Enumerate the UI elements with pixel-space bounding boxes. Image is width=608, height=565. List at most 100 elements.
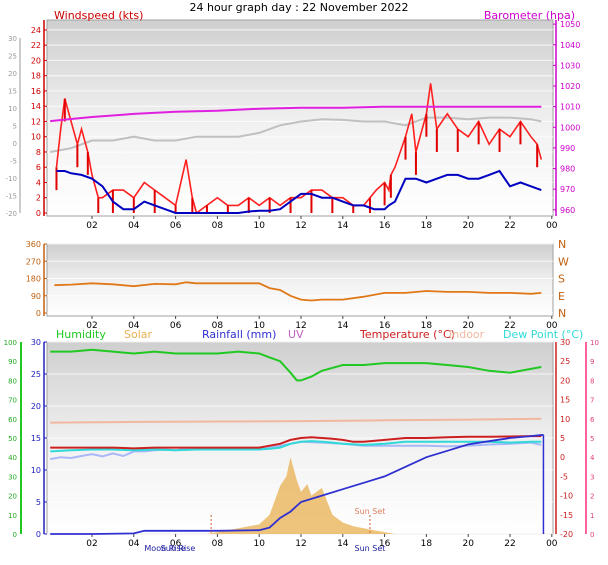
direction-x-tick-label: 20 <box>462 321 474 331</box>
compass-label: E <box>558 290 565 303</box>
temperature-tick-label: 20 <box>560 376 570 385</box>
direction-tick-label: 360 <box>26 240 41 249</box>
barometer-tick-label: 1030 <box>560 61 580 70</box>
rainfall-axis: 0 5 10 15 20 25 30 <box>31 338 47 539</box>
uv-tick-label: 10 <box>590 339 599 347</box>
barometer-axis-label: Barometer (hpa) <box>484 9 575 22</box>
pressure-line <box>50 105 542 123</box>
uv-tick-label: 3 <box>590 473 594 481</box>
windspeed-tick-label: 20 <box>31 56 41 65</box>
windspeed-tick-label: 4 <box>36 178 41 187</box>
humidity-line <box>50 348 542 382</box>
barometer-tick-label: 1040 <box>560 41 580 50</box>
wind-x-tick-label: 16 <box>379 221 391 231</box>
windspeed-tick-label: 0 <box>36 209 41 218</box>
legend-item: Humidity <box>56 328 106 341</box>
wind-x-tick-label: 10 <box>253 221 265 231</box>
humidity-tick-label: 0 <box>13 531 17 539</box>
direction-x-tick-label: 10 <box>253 321 265 331</box>
direction-degree-axis: 0 90 180 270 360 <box>26 240 47 318</box>
wind-x-tick-label: 18 <box>421 221 433 231</box>
outer-left-tick-label: -10 <box>6 175 17 183</box>
temperature-series <box>50 348 545 535</box>
moon-rise-label: Moon Rise <box>144 544 185 553</box>
temperature-tick-label: 15 <box>560 396 570 405</box>
barometer-tick-label: 1010 <box>560 103 580 112</box>
outer-left-tick-label: 5 <box>13 123 17 131</box>
uv-tick-label: 5 <box>590 435 594 443</box>
windspeed-tick-label: 16 <box>31 87 41 96</box>
outer-left-tick-label: 20 <box>8 70 17 78</box>
outer-left-axis: -20 -15 -10 -5 0 5 10 15 20 25 30 <box>6 35 21 218</box>
solar-area <box>206 457 395 534</box>
compass-label: S <box>558 273 565 286</box>
uv-tick-label: 8 <box>590 377 594 385</box>
temperature-tick-label: 10 <box>560 415 570 424</box>
indoor-line <box>50 417 542 424</box>
wind-x-tick-label: 00 <box>546 221 558 231</box>
humidity-tick-label: 50 <box>8 435 17 443</box>
direction-tick-label: 0 <box>36 309 41 318</box>
compass-label: N <box>558 238 566 251</box>
outer-left-tick-label: 25 <box>8 53 17 61</box>
humidity-tick-label: 60 <box>8 416 17 424</box>
temperature-tick-label: -5 <box>560 472 568 481</box>
wind-x-tick-label: 12 <box>295 221 306 231</box>
outer-left-tick-label: -5 <box>10 158 17 166</box>
legend-item: Dew Point (°C) <box>503 328 583 341</box>
wind-x-tick-label: 02 <box>86 221 97 231</box>
rainfall-tick-label: 15 <box>31 434 41 443</box>
windspeed-tick-label: 2 <box>36 194 41 203</box>
wind-x-tick-label: 04 <box>128 221 140 231</box>
direction-x-tick-label: 04 <box>128 321 140 331</box>
outer-left-tick-label: -15 <box>6 193 17 201</box>
uv-tick-label: 4 <box>590 454 595 462</box>
direction-x-tick-label: 12 <box>295 321 306 331</box>
rainfall-tick-label: 20 <box>31 402 41 411</box>
temperature-tick-label: 5 <box>560 434 565 443</box>
wind-x-tick-label: 06 <box>170 221 182 231</box>
direction-x-axis: 02 04 06 08 10 12 14 16 18 20 22 00 <box>86 316 558 331</box>
humidity-tick-label: 80 <box>8 377 17 385</box>
windspeed-tick-label: 12 <box>31 117 41 126</box>
temperature-x-axis: 02 04 06 08 10 12 14 16 18 20 22 00 <box>86 534 558 549</box>
uv-tick-label: 1 <box>590 512 594 520</box>
wind-x-tick-label: 22 <box>504 221 515 231</box>
direction-grid <box>47 243 553 314</box>
barometer-tick-label: 1000 <box>560 123 580 132</box>
windspeed-tick-label: 8 <box>36 148 41 157</box>
humidity-tick-label: 40 <box>8 454 17 462</box>
dewpoint-line <box>50 440 542 453</box>
uv-tick-label: 0 <box>590 531 594 539</box>
chart-title: 24 hour graph day : 22 November 2022 <box>189 1 408 14</box>
rainfall-tick-label: 0 <box>36 530 41 539</box>
outer-left-tick-label: 10 <box>8 105 17 113</box>
temperature-x-tick-label: 14 <box>337 539 349 549</box>
temperature-tick-label: 0 <box>560 453 565 462</box>
rainfall-tick-label: 10 <box>31 466 41 475</box>
direction-x-tick-label: 00 <box>546 321 558 331</box>
outer-left-tick-label: -20 <box>6 210 17 218</box>
uv-tick-label: 7 <box>590 397 594 405</box>
temperature-tick-label: -20 <box>560 530 573 539</box>
temperature-x-tick-label: 10 <box>253 539 265 549</box>
outer-left-tick-label: 0 <box>13 140 17 148</box>
barometer-axis: 960 970 980 990 1000 1010 1020 1030 1040 1050 <box>553 20 580 216</box>
rainfall-tick-label: 5 <box>36 498 41 507</box>
wind-plot-area <box>46 19 554 217</box>
direction-series <box>54 281 542 302</box>
humidity-tick-label: 10 <box>8 512 17 520</box>
windspeed-tick-label: 24 <box>31 26 41 35</box>
temperature-axis: -20 -15 -10 -5 0 5 10 15 20 25 30 <box>555 338 573 539</box>
temperature-x-tick-label: 12 <box>295 539 306 549</box>
rainfall-tick-label: 30 <box>31 338 41 347</box>
windspeed-tick-label: 18 <box>31 72 41 81</box>
sun-set-label: Sun Set <box>355 507 386 516</box>
temperature-x-tick-label: 06 <box>170 539 182 549</box>
windspeed-tick-label: 22 <box>31 41 41 50</box>
direction-tick-label: 90 <box>31 292 41 301</box>
direction-tick-label: 270 <box>26 257 41 266</box>
